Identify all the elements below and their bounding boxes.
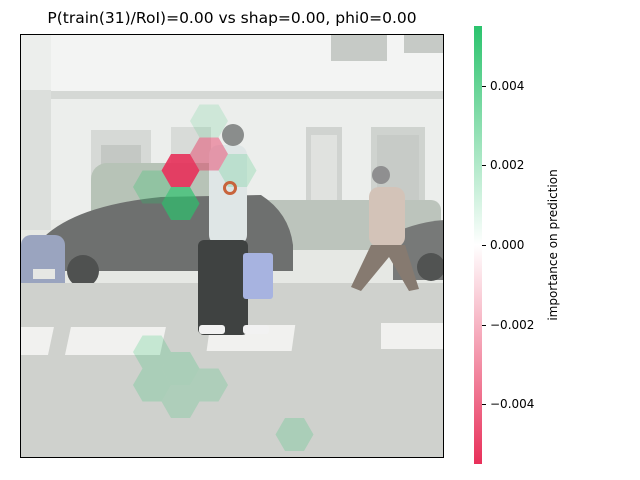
hexagon-cell (161, 154, 200, 187)
hexagon-cell (161, 187, 200, 220)
hexagon-cell (190, 137, 228, 171)
hexagon-cell (161, 385, 200, 418)
colorbar-tick (482, 404, 486, 406)
colorbar-tick (482, 245, 486, 246)
colorbar-tick-label: 0.000 (490, 238, 525, 252)
colorbar-tick (482, 324, 486, 326)
colorbar-tick (482, 165, 486, 167)
chart-title: P(train(31)/RoI)=0.00 vs shap=0.00, phi0… (47, 9, 417, 27)
colorbar (474, 26, 482, 464)
colorbar-tick-label: −0.002 (490, 317, 535, 332)
hexagon-cell (190, 368, 228, 402)
plot-svg (21, 35, 443, 457)
background-photo (21, 35, 443, 457)
colorbar-tick-label: 0.002 (490, 158, 525, 173)
hexagon-cell (190, 104, 228, 138)
colorbar-tick-label: −0.004 (490, 397, 535, 412)
hexagon-cell (275, 418, 314, 451)
colorbar-tick (482, 85, 486, 87)
plot-area (20, 34, 444, 458)
hexagon-cell (133, 368, 171, 402)
hexagon-cell (133, 335, 171, 369)
roi-marker (223, 181, 237, 195)
hexagon-layer (133, 104, 314, 451)
colorbar-label: importance on prediction (546, 169, 560, 321)
colorbar-tick-label: 0.004 (490, 78, 525, 93)
hexagon-cell (161, 352, 200, 385)
hexagon-cell (133, 170, 171, 204)
hexagon-cell (218, 154, 257, 187)
